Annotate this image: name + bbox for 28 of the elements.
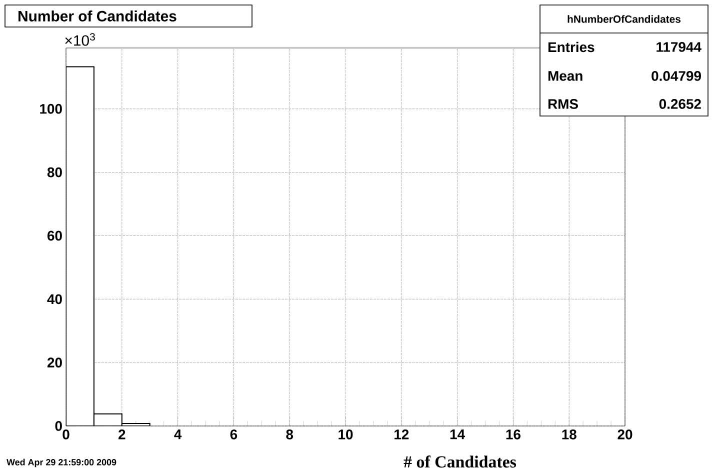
x-tick-label: 6 xyxy=(230,429,238,440)
text: 117944 xyxy=(656,42,702,52)
annotation: RMS xyxy=(548,99,578,109)
x-tick-label: 2 xyxy=(118,429,126,440)
text: ×10$^{3}$ xyxy=(65,33,95,46)
text: 0.04799 xyxy=(652,71,701,81)
y-tick-label: 80 xyxy=(47,167,62,178)
annotation: Entries xyxy=(548,42,594,52)
x-tick-label: 0 xyxy=(62,429,70,440)
x-tick-label: 18 xyxy=(562,429,576,440)
x-tick-label: 8 xyxy=(286,429,294,440)
x-tick-label: 4 xyxy=(174,430,182,440)
x-tick-label: 16 xyxy=(506,429,520,440)
x-axis-title: # of Candidates xyxy=(404,456,516,468)
text: 0.2652 xyxy=(659,99,701,109)
text: hNumberOfCandidates xyxy=(568,15,681,23)
y-tick-label: 40 xyxy=(47,294,62,304)
y-tick-label: 0 xyxy=(55,421,62,431)
x-tick-label: 10 xyxy=(338,429,353,440)
x-tick-label: 12 xyxy=(394,429,409,440)
y-tick-label: 20 xyxy=(47,358,62,368)
chart-title: Number of Candidates xyxy=(18,10,176,22)
x-tick-label: 14 xyxy=(450,430,465,440)
text: Wed Apr 29 21:59:00 2009 xyxy=(6,458,116,468)
y-tick-label: 60 xyxy=(47,230,62,241)
x-tick-label: 20 xyxy=(618,429,632,440)
y-tick-label: 100 xyxy=(40,104,62,114)
annotation: Mean xyxy=(548,71,582,81)
